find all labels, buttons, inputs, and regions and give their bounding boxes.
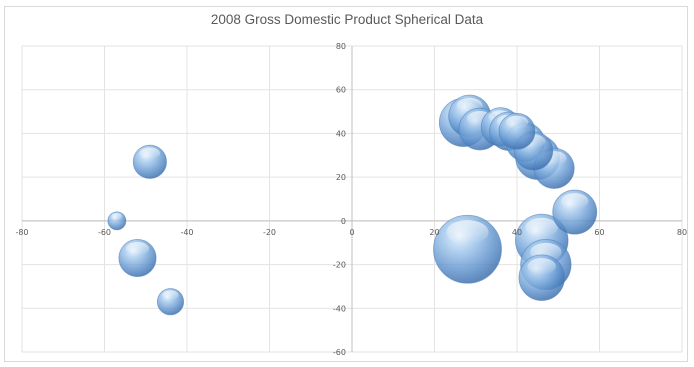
bubble: [118, 238, 157, 278]
x-tick-label: -20: [263, 228, 276, 237]
chart-title: 2008 Gross Domestic Product Spherical Da…: [210, 12, 484, 27]
chart-frame: [4, 6, 688, 362]
x-tick-label: 80: [677, 228, 687, 237]
y-tick-label: 80: [336, 42, 346, 51]
tick-labels: -80 -60 -40 -20 0 20 40 60 80 -60 -40 -20 0 20 40 60 80: [15, 42, 687, 357]
x-tick-label: -40: [180, 228, 193, 237]
x-tick-label: 40: [512, 228, 522, 237]
y-tick-label: -20: [333, 261, 346, 270]
y-tick-label: -40: [333, 304, 346, 313]
x-tick-label: 20: [429, 228, 439, 237]
y-tick-label: 60: [336, 86, 346, 95]
y-tick-label: 20: [336, 173, 346, 182]
x-tick-label: -80: [15, 228, 28, 237]
bubble: [518, 254, 565, 301]
y-tick-label: -60: [333, 348, 346, 357]
bubbles: [107, 94, 598, 316]
x-tick-label: 0: [349, 228, 354, 237]
bubble: [552, 189, 598, 235]
bubble: [433, 214, 502, 284]
bubble: [498, 112, 536, 150]
x-tick-label: -60: [98, 228, 111, 237]
x-tick-label: 60: [594, 228, 604, 237]
bubble: [156, 288, 185, 316]
y-tick-label: 0: [341, 217, 346, 226]
bubble: [107, 211, 127, 231]
bubble: [132, 144, 167, 179]
y-tick-label: 40: [336, 129, 346, 138]
